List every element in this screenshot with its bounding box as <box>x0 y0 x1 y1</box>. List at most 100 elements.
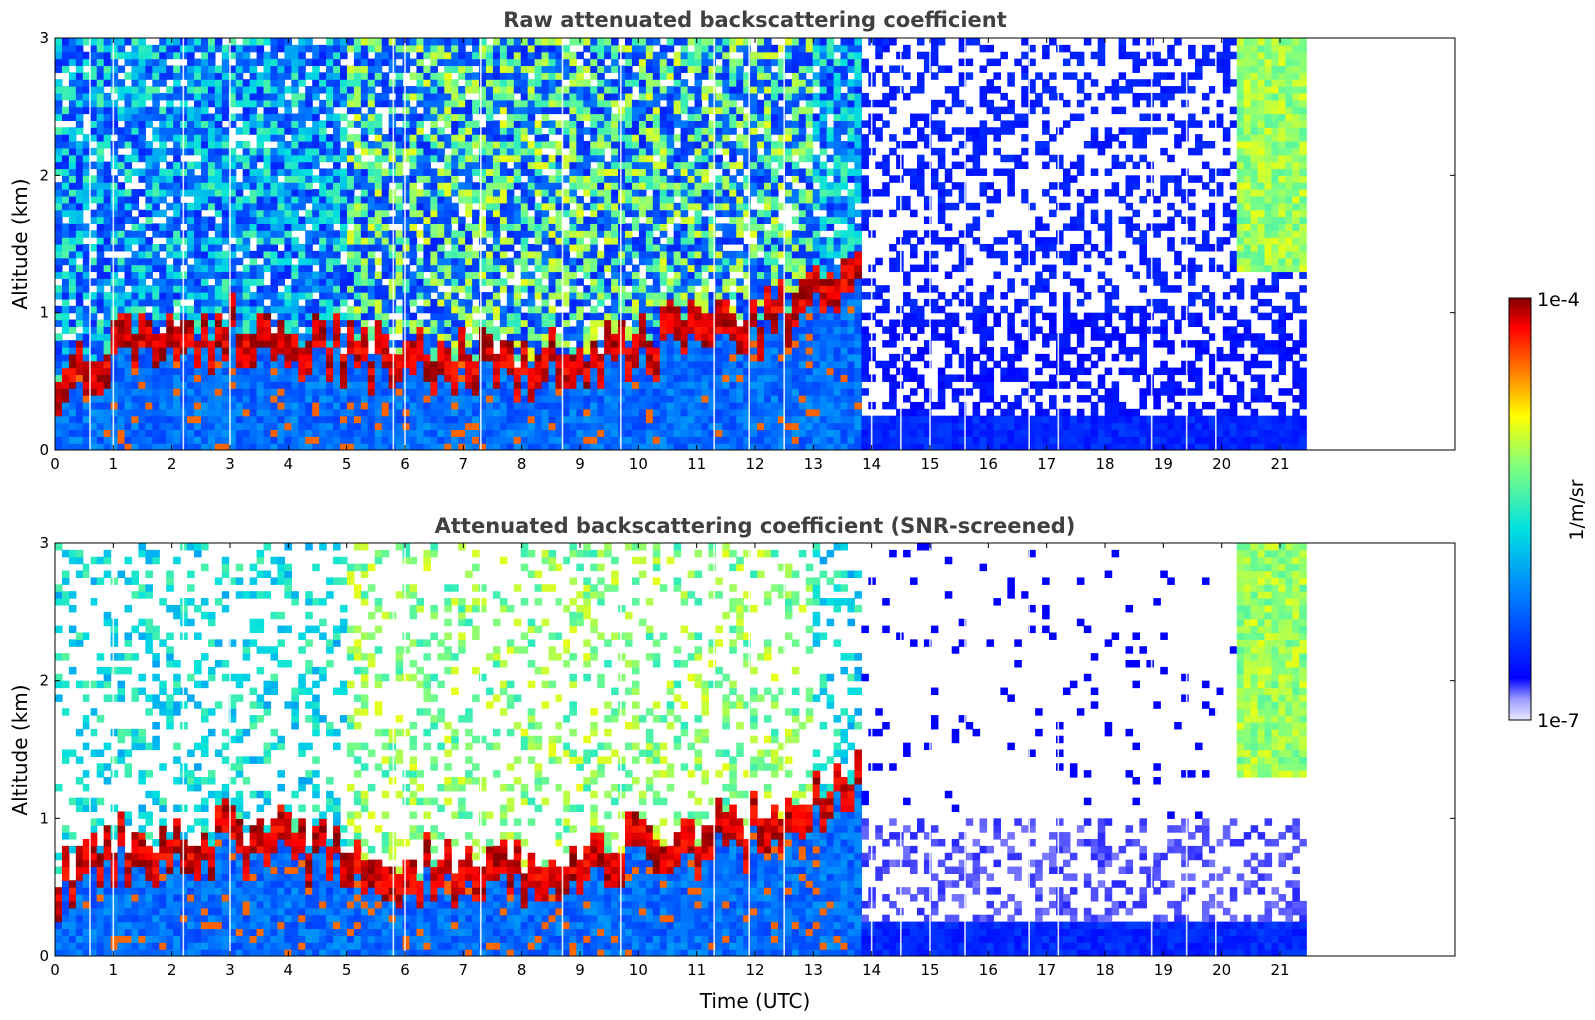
heatmap-cell <box>506 230 515 238</box>
heatmap-cell <box>388 202 397 211</box>
heatmap-cell <box>597 278 605 286</box>
heatmap-cell <box>187 127 195 135</box>
heatmap-cell <box>618 388 626 396</box>
heatmap-cell <box>68 230 77 238</box>
heatmap-cell <box>298 340 306 348</box>
heatmap-cell <box>96 141 105 149</box>
heatmap-cell <box>61 65 70 73</box>
heatmap-cell <box>416 168 425 176</box>
heatmap-cell <box>117 340 126 348</box>
heatmap-cell <box>103 443 112 450</box>
heatmap-cell <box>173 106 181 115</box>
heatmap-cell <box>131 298 140 307</box>
heatmap-cell <box>437 278 445 286</box>
heatmap-cell <box>416 443 425 450</box>
heatmap-cell <box>541 106 550 115</box>
heatmap-cell <box>131 79 140 87</box>
heatmap-cell <box>298 257 306 266</box>
heatmap-cell <box>340 65 348 73</box>
heatmap-cell <box>666 264 675 273</box>
heatmap-cell <box>534 250 543 259</box>
heatmap-cell <box>367 292 376 300</box>
heatmap-cell <box>298 113 306 121</box>
heatmap-cell <box>666 298 675 307</box>
heatmap-cell <box>611 257 619 266</box>
heatmap-cell <box>611 367 619 376</box>
heatmap-cell <box>333 333 341 341</box>
heatmap-cell <box>638 292 647 300</box>
heatmap-cell <box>68 429 77 437</box>
heatmap-cell <box>444 415 452 424</box>
heatmap-cell <box>562 99 570 108</box>
heatmap-cell <box>388 106 397 115</box>
heatmap-cell <box>416 278 425 286</box>
heatmap-cell <box>492 443 501 450</box>
heatmap-cell <box>548 360 557 369</box>
heatmap-cell <box>263 168 272 176</box>
heatmap-cell <box>200 44 209 53</box>
heatmap-cell <box>96 237 105 245</box>
heatmap-cell <box>166 65 174 73</box>
heatmap-cell <box>520 141 529 149</box>
heatmap-cell <box>242 38 251 46</box>
heatmap-cell <box>416 141 425 149</box>
heatmap-cell <box>548 106 557 115</box>
heatmap-cell <box>673 202 682 211</box>
heatmap-cell <box>270 401 279 410</box>
heatmap-cell <box>437 86 445 94</box>
heatmap-cell <box>55 347 63 355</box>
heatmap-cell <box>235 99 244 108</box>
heatmap-cell <box>242 360 251 369</box>
heatmap-cell <box>200 292 209 300</box>
heatmap-cell <box>395 353 404 362</box>
heatmap-cell <box>200 58 209 67</box>
heatmap-cell <box>360 38 369 46</box>
heatmap-cell <box>388 298 397 307</box>
heatmap-cell <box>402 340 411 348</box>
heatmap-cell <box>437 127 445 135</box>
heatmap-cell <box>527 374 536 382</box>
heatmap-cell <box>555 223 564 231</box>
heatmap-cell <box>645 353 654 362</box>
heatmap-cell <box>666 38 675 46</box>
heatmap-cell <box>666 443 675 450</box>
heatmap-cell <box>430 340 438 348</box>
heatmap-cell <box>110 147 119 156</box>
heatmap-cell <box>499 141 508 149</box>
heatmap-cell <box>138 86 146 94</box>
heatmap-cell <box>374 374 383 382</box>
heatmap-cell <box>319 237 327 245</box>
heatmap-cell <box>221 298 230 307</box>
heatmap-cell <box>340 134 348 142</box>
heatmap-cell <box>513 182 522 190</box>
heatmap-cell <box>221 127 230 135</box>
heatmap-cell <box>444 202 452 211</box>
heatmap-cell <box>423 182 431 190</box>
heatmap-cell <box>256 168 265 176</box>
heatmap-cell <box>312 257 320 266</box>
heatmap-cell <box>333 244 341 252</box>
heatmap-cell <box>284 120 292 128</box>
heatmap-cell <box>277 209 285 218</box>
heatmap-cell <box>110 195 119 204</box>
heatmap-cell <box>506 79 515 87</box>
heatmap-cell <box>499 264 508 273</box>
heatmap-cell <box>479 237 487 245</box>
heatmap-cell <box>590 367 598 376</box>
heatmap-cell <box>458 340 466 348</box>
heatmap-cell <box>472 195 480 204</box>
heatmap-cell <box>576 147 584 156</box>
heatmap-cell <box>458 72 466 80</box>
heatmap-cell <box>652 38 661 46</box>
heatmap-cell <box>402 106 411 115</box>
heatmap-cell <box>346 401 355 410</box>
heatmap-cell <box>326 305 334 314</box>
heatmap-cell <box>534 72 543 80</box>
heatmap-cell <box>68 79 77 87</box>
heatmap-cell <box>430 326 438 334</box>
heatmap-cell <box>555 347 564 355</box>
heatmap-cell <box>465 223 473 231</box>
heatmap-cell <box>214 395 223 403</box>
heatmap-cell <box>221 436 230 444</box>
heatmap-cell <box>527 292 536 300</box>
